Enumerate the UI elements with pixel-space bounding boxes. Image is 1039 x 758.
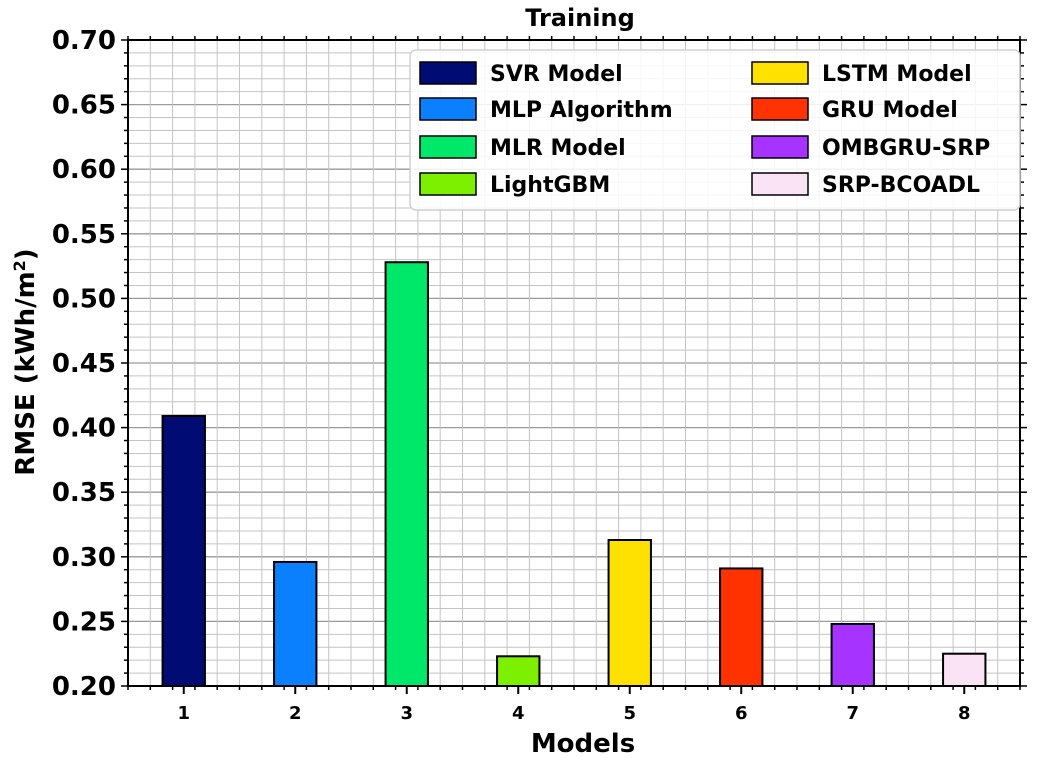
legend-swatch xyxy=(751,61,809,85)
y-tick-label: 0.20 xyxy=(52,672,116,702)
bar-6 xyxy=(719,567,764,687)
legend-entry-label: MLR Model xyxy=(490,136,626,161)
x-tick-label-4: 4 xyxy=(512,703,525,724)
y-tick-label: 0.55 xyxy=(52,220,116,250)
y-axis-title-suffix: ) xyxy=(11,248,41,260)
legend-box xyxy=(409,49,1021,211)
y-tick-label: 0.70 xyxy=(52,26,116,56)
x-tick-label-5: 5 xyxy=(623,703,636,724)
y-tick-label: 0.65 xyxy=(52,91,116,121)
bar-7 xyxy=(830,622,875,688)
legend: SVR Model MLP Algorithm MLR Model LightGBM L… xyxy=(409,49,1021,211)
legend-entry-label: LSTM Model xyxy=(822,62,972,87)
legend-entry-label: SRP-BCOADL xyxy=(822,173,980,198)
legend-swatch xyxy=(419,61,477,85)
chart-title: Training xyxy=(525,4,635,32)
x-tick-label-7: 7 xyxy=(846,703,859,724)
y-axis-title-superscript: 2 xyxy=(10,260,29,271)
legend-entry-label: OMBGRU-SRP xyxy=(822,136,990,161)
legend-entry-label: LightGBM xyxy=(490,173,610,198)
legend-entry-label: GRU Model xyxy=(822,98,958,123)
y-tick-label: 0.40 xyxy=(52,414,116,444)
x-tick-label-1: 1 xyxy=(177,703,190,724)
axis-ticks: 0.20 0.25 0.30 0.35 0.40 0.45 0.50 0.55 0.60 0.65… xyxy=(52,26,1027,724)
y-axis-title-main: RMSE (kWh/m xyxy=(11,271,41,475)
bar-5 xyxy=(607,539,652,688)
legend-swatch xyxy=(419,172,477,196)
x-tick-label-2: 2 xyxy=(289,703,302,724)
y-tick-label: 0.60 xyxy=(52,155,116,185)
x-tick-label-6: 6 xyxy=(735,703,748,724)
bars xyxy=(161,261,987,688)
bar-2 xyxy=(273,560,318,688)
bar-8 xyxy=(942,652,987,688)
legend-entry-label: SVR Model xyxy=(490,62,623,87)
legend-entry-label: MLP Algorithm xyxy=(490,98,673,123)
y-tick-label: 0.45 xyxy=(52,349,116,379)
legend-swatch xyxy=(419,97,477,121)
y-tick-label: 0.30 xyxy=(52,543,116,573)
bar-1 xyxy=(161,414,206,687)
y-tick-label: 0.35 xyxy=(52,478,116,508)
x-axis-title: Models xyxy=(531,729,635,758)
legend-swatch xyxy=(751,135,809,159)
x-tick-label-8: 8 xyxy=(958,703,971,724)
y-tick-label: 0.50 xyxy=(52,284,116,314)
y-axis-title: RMSE (kWh/m2) xyxy=(10,248,42,475)
legend-swatch xyxy=(419,135,477,159)
y-tick-label: 0.25 xyxy=(52,607,116,637)
legend-swatch xyxy=(751,172,809,196)
bar-3 xyxy=(384,261,429,687)
bar-4 xyxy=(496,655,541,687)
legend-swatch xyxy=(751,97,809,121)
x-tick-label-3: 3 xyxy=(400,703,413,724)
